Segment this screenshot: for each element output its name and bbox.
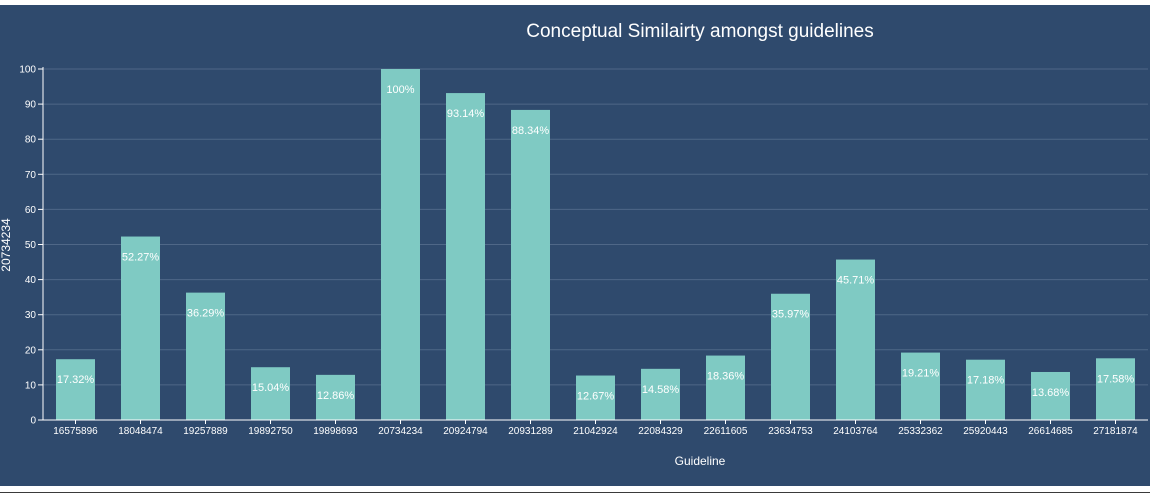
bars [56, 69, 1135, 420]
x-tick-label-24103764: 24103764 [833, 426, 878, 437]
data-label-25920443: 17.18% [967, 375, 1005, 387]
bar-25920443 [966, 359, 1005, 420]
y-tick-labels: 0 10 20 30 40 50 60 70 80 90 100 [19, 65, 43, 427]
bar-16575896 [56, 359, 95, 420]
x-tick-label-27181874: 27181874 [1093, 426, 1138, 437]
bar-24103764 [836, 259, 875, 420]
x-tick-label-16575896: 16575896 [53, 426, 98, 437]
data-label-27181874: 17.58% [1097, 373, 1135, 385]
data-label-21042924: 12.67% [577, 391, 615, 403]
x-tick-label-21042924: 21042924 [573, 426, 618, 437]
data-label-25332362: 19.21% [902, 368, 940, 380]
data-label-18048474: 52.27% [122, 252, 160, 264]
x-tick-labels: 16575896 18048474 19257889 19892750 19898693… [53, 420, 1138, 437]
y-tick-label-0: 0 [30, 416, 36, 427]
bar-19898693 [316, 374, 355, 420]
x-tick-label-19892750: 19892750 [248, 426, 293, 437]
x-tick-label-19898693: 19898693 [313, 426, 358, 437]
data-label-19257889: 36.29% [187, 308, 225, 320]
data-label-19892750: 15.04% [252, 382, 290, 394]
y-tick-label-10: 10 [25, 380, 37, 391]
y-tick-label-40: 40 [25, 275, 37, 286]
x-tick-label-19257889: 19257889 [183, 426, 228, 437]
bar-20924794 [446, 93, 485, 420]
y-tick-label-80: 80 [25, 135, 37, 146]
x-tick-label-23634753: 23634753 [768, 426, 813, 437]
y-tick-label-60: 60 [25, 205, 37, 216]
y-axis-title: 20734234 [0, 218, 13, 272]
bar-25332362 [901, 352, 940, 420]
grid-lines [43, 68, 1148, 386]
y-tick-label-50: 50 [25, 240, 37, 251]
x-tick-label-26614685: 26614685 [1028, 426, 1073, 437]
data-label-19898693: 12.86% [317, 390, 355, 402]
bar-27181874 [1096, 358, 1135, 420]
chart-title: Conceptual Similairty amongst guidelines [526, 21, 873, 42]
bar-22611605 [706, 355, 745, 420]
bar-18048474 [121, 236, 160, 420]
data-label-22084329: 14.58% [642, 384, 680, 396]
bar-20734234 [381, 69, 420, 420]
x-tick-label-25332362: 25332362 [898, 426, 943, 437]
bottom-divider [0, 492, 1150, 493]
bar-22084329 [641, 368, 680, 420]
y-tick-label-100: 100 [19, 65, 36, 76]
chart-panel: 0 10 20 30 40 50 60 70 80 90 100 16575896 18048474 1… [0, 5, 1150, 486]
x-tick-label-25920443: 25920443 [963, 426, 1008, 437]
y-tick-label-30: 30 [25, 310, 37, 321]
data-label-24103764: 45.71% [837, 275, 875, 287]
bar-26614685 [1031, 371, 1070, 420]
data-label-23634753: 35.97% [772, 309, 810, 321]
x-tick-label-18048474: 18048474 [118, 426, 163, 437]
bar-21042924 [576, 375, 615, 420]
data-labels: 17.32% 52.27% 36.29% 15.04% 12.86% 100% 93.14%… [57, 84, 1135, 403]
data-label-20931289: 88.34% [512, 125, 550, 137]
x-tick-label-22611605: 22611605 [704, 426, 748, 437]
bar-19257889 [186, 292, 225, 420]
bar-20931289 [511, 109, 550, 420]
data-label-16575896: 17.32% [57, 374, 95, 386]
x-tick-label-20924794: 20924794 [443, 426, 488, 437]
x-axis-title: Guideline [675, 454, 726, 468]
bar-19892750 [251, 367, 290, 420]
x-tick-label-20734234: 20734234 [378, 426, 423, 437]
bar-23634753 [771, 293, 810, 420]
data-label-20924794: 93.14% [447, 108, 485, 120]
x-tick-label-20931289: 20931289 [508, 426, 553, 437]
data-label-26614685: 13.68% [1032, 387, 1070, 399]
y-tick-label-90: 90 [25, 100, 37, 111]
y-tick-label-70: 70 [25, 170, 37, 181]
data-label-20734234: 100% [386, 84, 414, 96]
x-tick-label-22084329: 22084329 [638, 426, 683, 437]
y-tick-label-20: 20 [25, 345, 37, 356]
data-label-22611605: 18.36% [707, 371, 745, 383]
